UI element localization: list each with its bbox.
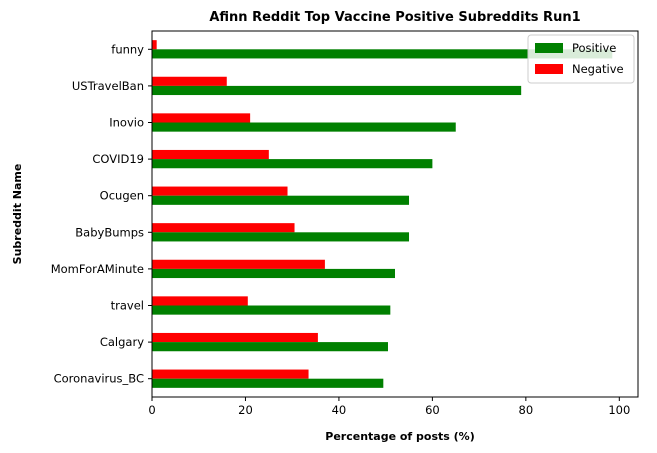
bar-negative-momforaminute (152, 259, 325, 269)
bar-positive-coronavirus-bc (152, 378, 384, 388)
x-tick-label-0: 0 (148, 403, 155, 417)
bar-positive-momforaminute (152, 268, 395, 279)
plot-frame (151, 30, 639, 398)
y-tick-label-ustravelban: USTravelBan (72, 79, 144, 93)
bar-negative-babybumps (152, 223, 295, 233)
bar-positive-ustravelban (152, 85, 522, 96)
bar-negative-covid19 (152, 149, 269, 160)
bar-positive-ocugen (152, 195, 410, 205)
bar-positive-covid19 (152, 159, 433, 169)
bar-negative-travel (152, 296, 248, 306)
y-tick-label-covid19: COVID19 (92, 152, 144, 166)
legend-label-negative: Negative (572, 62, 624, 76)
bar-positive-travel (152, 305, 391, 315)
bars-group (152, 40, 613, 388)
chart-title: Afinn Reddit Top Vaccine Positive Subred… (209, 10, 580, 25)
y-tick-label-calgary: Calgary (100, 335, 144, 349)
bar-negative-calgary (152, 332, 318, 343)
x-tick-label-100: 100 (608, 403, 630, 417)
bar-negative-ocugen (152, 186, 288, 196)
y-axis-label: Subreddit Name (11, 164, 24, 265)
legend: Positive Negative (527, 34, 635, 84)
x-tick-label-60: 60 (425, 403, 440, 417)
x-tick-label-40: 40 (332, 403, 347, 417)
bar-negative-ustravelban (152, 76, 227, 86)
x-axis: 0 20 40 60 80 100 (148, 397, 630, 417)
y-tick-label-momforaminute: MomForAMinute (51, 262, 144, 276)
y-tick-label-coronavirus-bc: Coronavirus_BC (54, 372, 144, 386)
x-tick-label-80: 80 (519, 403, 534, 417)
legend-swatch-positive (535, 43, 563, 53)
bar-negative-inovio (152, 113, 251, 123)
bar-negative-funny (152, 40, 157, 50)
y-tick-label-funny: funny (111, 42, 144, 56)
y-tick-label-ocugen: Ocugen (100, 189, 144, 203)
x-axis-label: Percentage of posts (%) (325, 430, 474, 443)
bar-negative-coronavirus-bc (152, 369, 309, 379)
y-tick-label-inovio: Inovio (109, 116, 144, 130)
y-tick-label-babybumps: BabyBumps (75, 225, 144, 239)
bar-positive-inovio (152, 122, 456, 132)
bar-positive-funny (152, 49, 613, 59)
bar-positive-babybumps (152, 232, 410, 242)
y-tick-label-travel: travel (111, 299, 144, 313)
legend-label-positive: Positive (572, 41, 616, 55)
legend-swatch-negative (535, 64, 563, 74)
bar-positive-calgary (152, 342, 388, 352)
y-axis: funny USTravelBan Inovio COVID19 Ocugen BabyB… (51, 42, 152, 386)
x-tick-label-20: 20 (238, 403, 253, 417)
